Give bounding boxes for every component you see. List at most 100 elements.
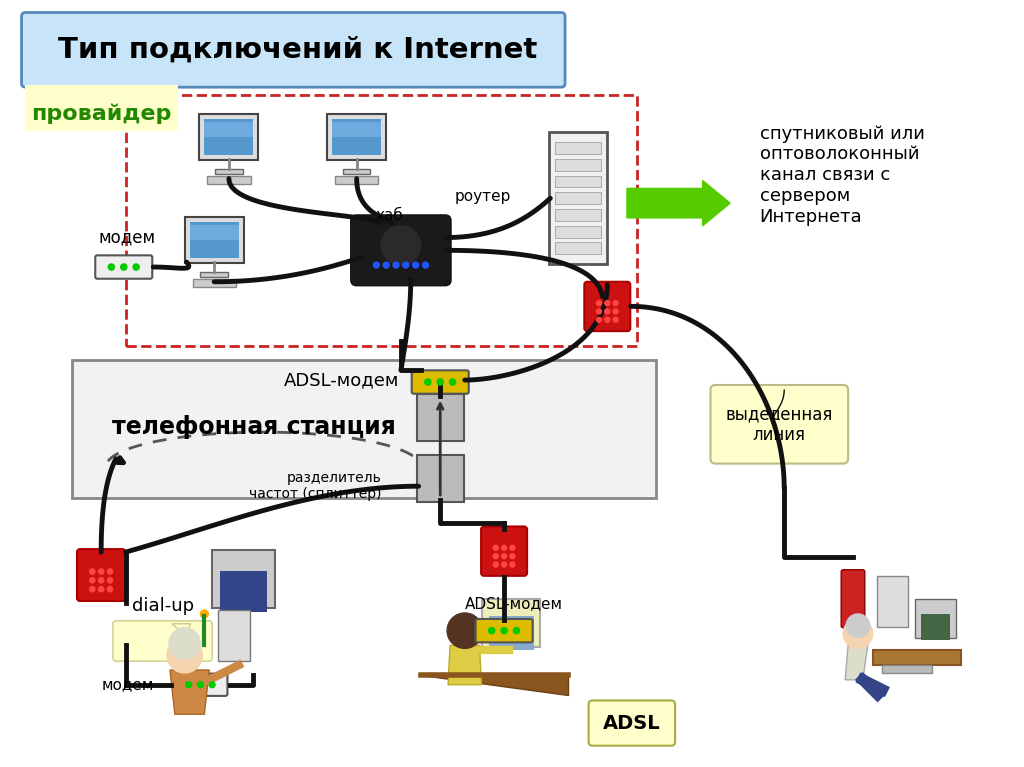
Circle shape	[232, 624, 237, 628]
Circle shape	[402, 262, 409, 268]
Circle shape	[374, 262, 379, 268]
FancyBboxPatch shape	[189, 225, 239, 240]
Circle shape	[108, 569, 113, 574]
Text: телефонная станция: телефонная станция	[112, 415, 395, 439]
FancyBboxPatch shape	[332, 122, 381, 137]
FancyBboxPatch shape	[417, 393, 464, 441]
Text: ADSL-модем: ADSL-модем	[285, 371, 399, 389]
Circle shape	[605, 301, 610, 305]
FancyArrow shape	[627, 180, 730, 225]
FancyBboxPatch shape	[22, 12, 565, 87]
Text: роутер: роутер	[455, 189, 511, 204]
Circle shape	[167, 637, 203, 673]
Polygon shape	[449, 645, 481, 685]
FancyBboxPatch shape	[207, 176, 251, 183]
FancyBboxPatch shape	[711, 385, 848, 463]
FancyBboxPatch shape	[343, 169, 371, 173]
FancyBboxPatch shape	[475, 619, 532, 643]
FancyBboxPatch shape	[555, 159, 601, 171]
Circle shape	[513, 627, 519, 634]
Text: Тип подключений к Internet: Тип подключений к Internet	[58, 36, 538, 64]
Circle shape	[108, 587, 113, 592]
Circle shape	[596, 318, 601, 322]
FancyBboxPatch shape	[218, 610, 250, 661]
FancyBboxPatch shape	[489, 616, 534, 650]
Circle shape	[605, 318, 610, 322]
FancyBboxPatch shape	[72, 360, 656, 498]
Circle shape	[488, 627, 495, 634]
Circle shape	[508, 529, 521, 543]
Circle shape	[90, 578, 95, 583]
Circle shape	[510, 545, 515, 551]
Text: провайдер: провайдер	[32, 104, 172, 124]
Text: хаб: хаб	[375, 209, 403, 223]
FancyBboxPatch shape	[555, 176, 601, 187]
FancyBboxPatch shape	[841, 570, 865, 627]
Circle shape	[613, 309, 618, 314]
Text: разделитель
частот (сплиттер): разделитель частот (сплиттер)	[249, 471, 381, 502]
Circle shape	[437, 379, 443, 385]
FancyBboxPatch shape	[417, 455, 464, 502]
Text: спутниковый или
оптоволоконный
канал связи с
сервером
Интернета: спутниковый или оптоволоконный канал свя…	[760, 124, 925, 225]
FancyBboxPatch shape	[482, 599, 541, 647]
FancyBboxPatch shape	[555, 242, 601, 255]
FancyBboxPatch shape	[481, 526, 527, 576]
Polygon shape	[845, 645, 867, 680]
Circle shape	[510, 562, 515, 567]
FancyBboxPatch shape	[555, 225, 601, 238]
FancyBboxPatch shape	[921, 614, 950, 640]
Circle shape	[104, 552, 119, 566]
FancyBboxPatch shape	[193, 279, 236, 287]
Circle shape	[248, 624, 251, 627]
Circle shape	[450, 379, 456, 385]
Circle shape	[423, 262, 428, 268]
FancyBboxPatch shape	[173, 673, 227, 696]
Circle shape	[510, 554, 515, 558]
FancyBboxPatch shape	[589, 700, 675, 746]
Circle shape	[90, 587, 95, 592]
Circle shape	[121, 264, 127, 270]
Circle shape	[98, 578, 103, 583]
Circle shape	[502, 562, 507, 567]
Circle shape	[591, 285, 604, 298]
Circle shape	[605, 309, 610, 314]
Circle shape	[596, 309, 601, 314]
Circle shape	[494, 545, 499, 551]
Text: ADSL-модем: ADSL-модем	[465, 597, 563, 611]
Circle shape	[494, 554, 499, 558]
Circle shape	[201, 610, 208, 618]
Text: ADSL: ADSL	[603, 713, 660, 732]
Circle shape	[494, 562, 499, 567]
Circle shape	[393, 262, 399, 268]
FancyBboxPatch shape	[113, 621, 212, 661]
FancyBboxPatch shape	[215, 169, 243, 173]
Circle shape	[610, 285, 624, 298]
FancyBboxPatch shape	[914, 599, 956, 637]
Circle shape	[84, 552, 97, 566]
Circle shape	[198, 682, 204, 688]
Circle shape	[613, 301, 618, 305]
FancyBboxPatch shape	[77, 549, 125, 601]
FancyBboxPatch shape	[205, 122, 254, 137]
Circle shape	[185, 682, 191, 688]
FancyBboxPatch shape	[335, 176, 378, 183]
Circle shape	[98, 587, 103, 592]
Circle shape	[133, 264, 139, 270]
Circle shape	[487, 529, 501, 543]
FancyBboxPatch shape	[585, 281, 631, 331]
Circle shape	[381, 225, 421, 265]
Circle shape	[413, 262, 419, 268]
FancyBboxPatch shape	[877, 576, 908, 627]
FancyBboxPatch shape	[189, 222, 239, 258]
FancyBboxPatch shape	[95, 255, 153, 278]
Text: модем: модем	[101, 677, 155, 693]
Circle shape	[109, 264, 115, 270]
FancyBboxPatch shape	[555, 142, 601, 154]
FancyBboxPatch shape	[555, 209, 601, 221]
Circle shape	[425, 379, 431, 385]
Text: выделенная
линия: выделенная линия	[726, 405, 833, 443]
Circle shape	[98, 569, 103, 574]
Circle shape	[209, 682, 215, 688]
Circle shape	[447, 613, 482, 648]
Circle shape	[108, 578, 113, 583]
